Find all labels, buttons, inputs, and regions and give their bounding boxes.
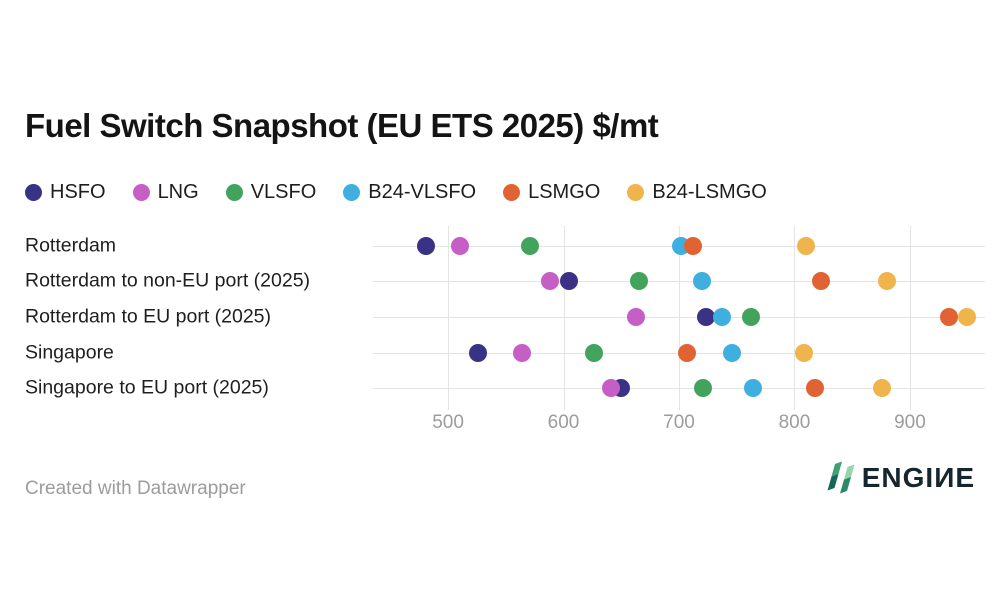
legend-swatch-lng (132, 184, 150, 201)
legend-item-b24-vlsfo: B24-VLSFO (343, 181, 476, 204)
dot-vlsfo-row4[interactable] (584, 343, 603, 362)
dot-hsfo-row1[interactable] (417, 236, 436, 255)
dot-vlsfo-row3[interactable] (741, 308, 760, 326)
legend-item-lng: LNG (132, 181, 199, 204)
vertical-gridline (563, 226, 565, 410)
dot-lng-row5[interactable] (601, 379, 620, 398)
dot-vlsfo-row2[interactable] (629, 272, 648, 291)
plot-area (373, 226, 985, 410)
engine-wordmark: ENGIИE (861, 462, 975, 493)
engine-logo: ENGIИE (826, 460, 975, 496)
engine-logo-icon (826, 460, 856, 496)
dot-b24-lsmgo-row5[interactable] (873, 379, 892, 398)
legend-swatch-lsmgo (503, 184, 521, 201)
legend-label: LSMGO (528, 181, 601, 203)
vertical-gridline (909, 226, 911, 410)
legend-item-hsfo: HSFO (25, 181, 106, 204)
x-tick-label: 800 (778, 412, 811, 433)
dot-b24-vlsfo-row3[interactable] (712, 308, 731, 326)
legend-swatch-vlsfo (225, 184, 243, 201)
dot-hsfo-row2[interactable] (560, 272, 579, 291)
row-label: Rotterdam to EU port (2025) (25, 305, 272, 328)
datawrapper-credit: Created with Datawrapper (25, 478, 246, 499)
dot-lng-row2[interactable] (540, 272, 559, 291)
legend-label: HSFO (50, 181, 106, 203)
legend: HSFO LNG VLSFO B24-VLSFO LSMGO B24-LSMGO (25, 181, 767, 204)
row-label: Rotterdam to non-EU port (2025) (25, 269, 311, 292)
dot-b24-lsmgo-row2[interactable] (877, 272, 896, 291)
legend-label: B24-LSMGO (652, 181, 767, 203)
dot-hsfo-row4[interactable] (469, 343, 488, 362)
dot-lng-row1[interactable] (450, 236, 469, 255)
dot-hsfo-row3[interactable] (696, 308, 715, 326)
y-axis-category-labels: Rotterdam Rotterdam to non-EU port (2025)… (25, 228, 370, 406)
x-tick-label: 600 (547, 412, 580, 433)
chart-title: Fuel Switch Snapshot (EU ETS 2025) $/mt (25, 107, 659, 144)
x-tick-label: 500 (432, 412, 464, 433)
dot-b24-vlsfo-row4[interactable] (723, 343, 742, 362)
dot-lsmgo-row2[interactable] (812, 272, 831, 291)
row-label: Rotterdam (25, 234, 117, 257)
legend-swatch-hsfo (25, 184, 42, 201)
dot-b24-lsmgo-row4[interactable] (794, 343, 813, 362)
dot-b24-vlsfo-row2[interactable] (693, 272, 712, 291)
vertical-gridline (794, 226, 796, 410)
legend-swatch-b24-lsmgo (627, 184, 645, 201)
dot-vlsfo-row1[interactable] (521, 236, 540, 255)
vertical-gridline (679, 226, 680, 410)
dot-lsmgo-row1[interactable] (683, 236, 702, 255)
dot-lng-row4[interactable] (512, 343, 531, 362)
dot-b24-lsmgo-row1[interactable] (797, 236, 816, 255)
x-tick-label: 900 (894, 412, 926, 433)
legend-item-b24-lsmgo: B24-LSMGO (627, 181, 767, 204)
row-gridline (373, 388, 985, 390)
legend-label: LNG (157, 181, 199, 203)
x-tick-label: 700 (663, 412, 695, 433)
dot-lsmgo-row5[interactable] (806, 379, 825, 398)
dot-lsmgo-row3[interactable] (940, 308, 959, 326)
dot-b24-vlsfo-row5[interactable] (743, 379, 762, 398)
legend-item-lsmgo: LSMGO (503, 181, 600, 204)
row-gridline (373, 317, 985, 318)
legend-label: B24-VLSFO (368, 181, 477, 203)
row-label: Singapore to EU port (2025) (25, 376, 269, 399)
x-axis: 500 600 700 800 900 (373, 412, 985, 438)
dot-vlsfo-row5[interactable] (694, 379, 713, 398)
dot-b24-lsmgo-row3[interactable] (957, 308, 976, 326)
legend-label: VLSFO (250, 181, 317, 203)
legend-swatch-b24-vlsfo (343, 184, 361, 201)
legend-item-vlsfo: VLSFO (225, 181, 317, 204)
dot-lsmgo-row4[interactable] (678, 343, 697, 362)
row-label: Singapore (25, 341, 114, 364)
vertical-gridline (448, 226, 450, 410)
row-gridline (373, 281, 985, 283)
dot-lng-row3[interactable] (627, 308, 646, 326)
